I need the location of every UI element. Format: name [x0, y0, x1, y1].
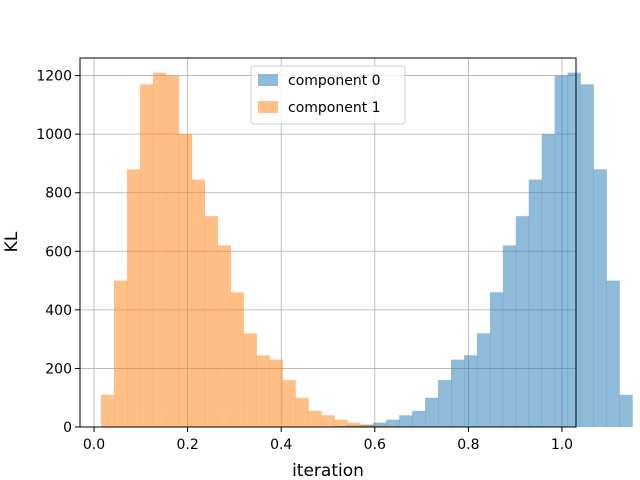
legend-label-component-0: component 0 — [288, 73, 381, 89]
histogram-bar-series-0 — [373, 422, 387, 427]
histogram-bar-series-1 — [295, 397, 309, 427]
histogram-bar-series-0 — [502, 245, 517, 427]
y-tick-label: 200 — [45, 361, 72, 377]
histogram-bar-series-1 — [243, 333, 257, 427]
histogram-bar-series-1 — [165, 75, 180, 428]
histogram-bar-series-1 — [321, 415, 335, 427]
x-tick-label: 1.0 — [551, 437, 573, 453]
histogram-bar-series-1 — [152, 72, 167, 428]
histogram-bar-series-0 — [515, 216, 530, 427]
histogram-bar-series-1 — [308, 410, 322, 427]
legend-label-component-1: component 1 — [288, 100, 381, 116]
histogram-bar-series-1 — [139, 84, 154, 427]
histogram-bar-series-1 — [191, 179, 206, 427]
y-tick-label: 1000 — [36, 127, 72, 143]
histogram-bar-series-0 — [619, 394, 633, 427]
x-tick-label: 0.2 — [176, 437, 198, 453]
histogram-bar-series-0 — [580, 84, 594, 427]
histogram-bar-series-0 — [399, 415, 413, 427]
histogram-bar-series-0 — [606, 280, 620, 427]
legend: component 0 component 1 — [250, 65, 406, 125]
y-axis-ticks: 0 200 400 600 800 1000 1200 — [36, 69, 80, 436]
histogram-bar-series-1 — [204, 216, 219, 427]
histogram-bar-series-0 — [528, 179, 543, 427]
x-tick-label: 0.8 — [457, 437, 479, 453]
histogram-bar-series-0 — [476, 333, 491, 427]
legend-box — [250, 65, 406, 125]
plot-frame — [79, 57, 577, 428]
histogram-bar-series-1 — [373, 425, 387, 427]
histogram-bar-series-1 — [178, 134, 193, 427]
histogram-bar-series-1 — [334, 419, 348, 427]
histogram-bar-series-1 — [217, 245, 231, 427]
legend-swatch-component-0 — [258, 74, 278, 86]
histogram-bar-series-1 — [347, 422, 361, 427]
histogram-bars — [101, 72, 633, 428]
y-tick-label: 600 — [45, 244, 72, 260]
histogram-bar-series-1 — [230, 292, 244, 427]
histogram-bar-series-0 — [554, 75, 568, 428]
histogram-bar-series-0 — [463, 355, 478, 427]
histogram-bar-series-0 — [425, 397, 439, 427]
x-tick-label: 0.4 — [270, 437, 292, 453]
histogram-bar-series-1 — [114, 280, 128, 427]
histogram-bar-series-0 — [386, 419, 400, 427]
x-tick-label: 0.6 — [364, 437, 386, 453]
legend-swatch-component-1 — [258, 101, 278, 113]
histogram-bar-series-0 — [451, 359, 465, 427]
histogram-bar-series-1 — [126, 169, 141, 428]
y-axis-label: KL — [2, 231, 22, 252]
histogram-bar-series-1 — [256, 355, 270, 427]
histogram-bar-series-0 — [412, 410, 426, 427]
histogram-bar-series-0 — [567, 72, 581, 428]
histogram-bar-series-0 — [438, 380, 452, 427]
histogram-bar-series-1 — [269, 359, 283, 427]
x-axis-ticks: 0.0 0.2 0.4 0.6 0.8 1.0 — [83, 427, 573, 453]
histogram-bar-series-1 — [360, 424, 374, 427]
y-tick-label: 800 — [45, 186, 72, 202]
histogram-bar-series-0 — [593, 169, 607, 428]
x-tick-label: 0.0 — [83, 437, 105, 453]
y-tick-label: 1200 — [36, 69, 72, 85]
histogram-bar-series-1 — [282, 380, 296, 427]
histogram-bar-series-1 — [101, 394, 115, 427]
histogram-bar-series-0 — [489, 292, 504, 427]
x-axis-label: iteration — [292, 461, 364, 480]
y-tick-label: 0 — [63, 420, 72, 436]
y-tick-label: 400 — [45, 303, 72, 319]
histogram-bar-series-0 — [541, 134, 556, 427]
